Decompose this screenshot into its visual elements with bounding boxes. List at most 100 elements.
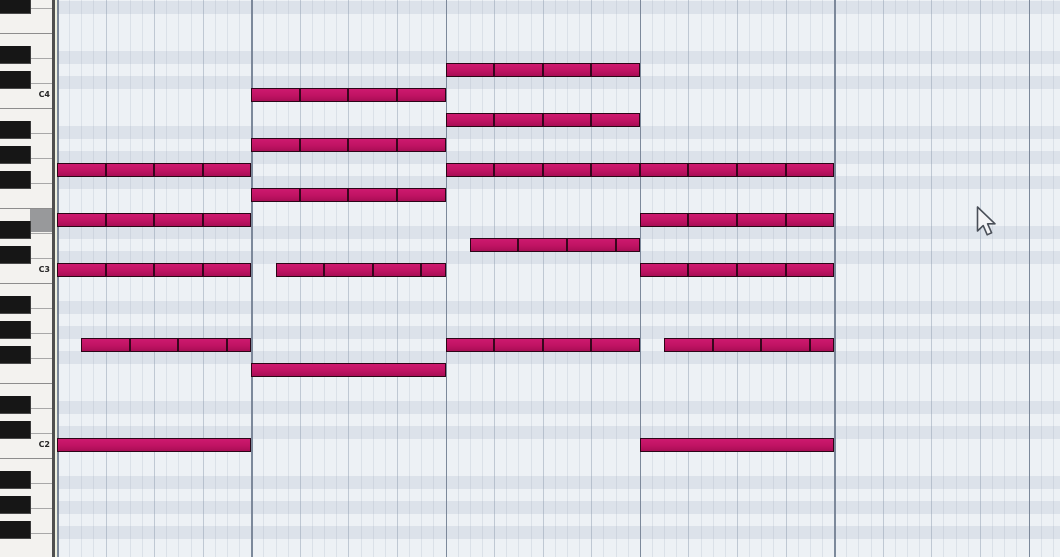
grid-sixteenth-line	[664, 0, 666, 557]
note-segment-divider	[347, 89, 350, 101]
key-F#1[interactable]	[0, 520, 31, 539]
key-A#3[interactable]	[0, 120, 31, 139]
note-segment-divider	[736, 264, 739, 276]
key-separator	[30, 307, 52, 309]
grid-sixteenth-line	[907, 0, 909, 557]
note-E3[interactable]	[639, 213, 835, 227]
note-segment-divider	[541, 164, 544, 176]
grid-sixteenth-line	[178, 0, 180, 557]
note-C4[interactable]	[251, 88, 446, 102]
grid-sixteenth-line	[554, 0, 556, 557]
note-G3[interactable]	[57, 163, 252, 177]
key-separator	[0, 107, 52, 109]
key-F#2[interactable]	[0, 345, 31, 364]
key-A#2[interactable]	[0, 295, 31, 314]
grid-black-key-band	[57, 176, 1060, 189]
note-segment-divider	[541, 114, 544, 126]
grid-sixteenth-line	[469, 0, 471, 557]
key-G#1[interactable]	[0, 495, 31, 514]
note-segment-divider	[226, 339, 228, 351]
grid-beat-line	[348, 0, 350, 557]
keyboard-edge-strip	[55, 0, 57, 557]
key-A#1[interactable]	[0, 470, 31, 489]
grid-sixteenth-line	[372, 0, 374, 557]
note-grid[interactable]	[57, 0, 1060, 557]
key-D#3[interactable]	[0, 220, 31, 239]
grid-sixteenth-line	[567, 0, 569, 557]
note-segment-divider	[153, 264, 156, 276]
note-segment-divider	[541, 64, 544, 76]
grid-black-key-band	[57, 426, 1060, 439]
grid-sixteenth-line	[955, 0, 957, 557]
grid-beat-line	[882, 0, 884, 557]
note-G2[interactable]	[81, 338, 252, 352]
grid-sixteenth-line	[579, 0, 581, 557]
grid-sixteenth-line	[1004, 0, 1006, 557]
key-separator	[30, 157, 52, 159]
grid-sixteenth-line	[858, 0, 860, 557]
note-segment-divider	[153, 214, 156, 226]
grid-sixteenth-line	[81, 0, 83, 557]
note-segment-divider	[298, 89, 301, 101]
key-F#3[interactable]	[0, 170, 31, 189]
note-A3[interactable]	[251, 138, 446, 152]
grid-sixteenth-line	[822, 0, 824, 557]
note-E3[interactable]	[57, 213, 252, 227]
note-F2[interactable]	[251, 363, 446, 377]
key-G#2[interactable]	[0, 320, 31, 339]
note-segment-divider	[687, 164, 690, 176]
grid-beat-line	[202, 0, 204, 557]
note-segment-divider	[784, 264, 787, 276]
keyboard-edge	[52, 0, 55, 557]
piano-keyboard[interactable]: C4 C3 C2	[0, 0, 52, 557]
key-separator	[30, 82, 52, 84]
grid-beat-line	[785, 0, 787, 557]
key-D#2[interactable]	[0, 395, 31, 414]
key-C#2[interactable]	[0, 420, 31, 439]
note-segment-divider	[493, 339, 496, 351]
key-separator	[0, 207, 52, 209]
grid-black-key-band	[57, 76, 1060, 89]
key-separator	[30, 507, 52, 509]
note-C3[interactable]	[275, 263, 446, 277]
key-separator	[0, 382, 52, 384]
key-C#3[interactable]	[0, 245, 31, 264]
key-separator	[0, 457, 52, 459]
key-C#4[interactable]	[0, 70, 31, 89]
grid-black-key-band	[57, 151, 1060, 164]
key-D#4[interactable]	[0, 45, 31, 64]
grid-sixteenth-line	[652, 0, 654, 557]
note-segment-divider	[371, 264, 374, 276]
note-F3[interactable]	[251, 188, 446, 202]
note-segment-divider	[201, 264, 204, 276]
key-G#3[interactable]	[0, 145, 31, 164]
grid-beat-line	[688, 0, 690, 557]
note-B3[interactable]	[445, 113, 640, 127]
key-F#4[interactable]	[0, 0, 31, 14]
grid-black-key-band	[57, 351, 1060, 364]
key-separator	[30, 132, 52, 134]
note-G2[interactable]	[664, 338, 835, 352]
grid-beat-line	[591, 0, 593, 557]
octave-label-C4: C4	[38, 90, 50, 99]
grid-sixteenth-line	[967, 0, 969, 557]
note-segment-divider	[493, 164, 496, 176]
grid-sixteenth-line	[1040, 0, 1042, 557]
note-C2[interactable]	[639, 438, 835, 452]
grid-sixteenth-line	[312, 0, 314, 557]
grid-sixteenth-line	[324, 0, 326, 557]
note-D3[interactable]	[469, 238, 640, 252]
note-segment-divider	[808, 339, 811, 351]
grid-sixteenth-line	[761, 0, 763, 557]
note-D4[interactable]	[445, 63, 640, 77]
grid-sixteenth-line	[129, 0, 131, 557]
note-G3[interactable]	[445, 163, 835, 177]
note-C2[interactable]	[57, 438, 252, 452]
note-C3[interactable]	[639, 263, 835, 277]
grid-bar-line	[251, 0, 253, 557]
grid-sixteenth-line	[142, 0, 143, 557]
note-segment-divider	[736, 164, 739, 176]
note-G2[interactable]	[445, 338, 640, 352]
note-C3[interactable]	[57, 263, 252, 277]
